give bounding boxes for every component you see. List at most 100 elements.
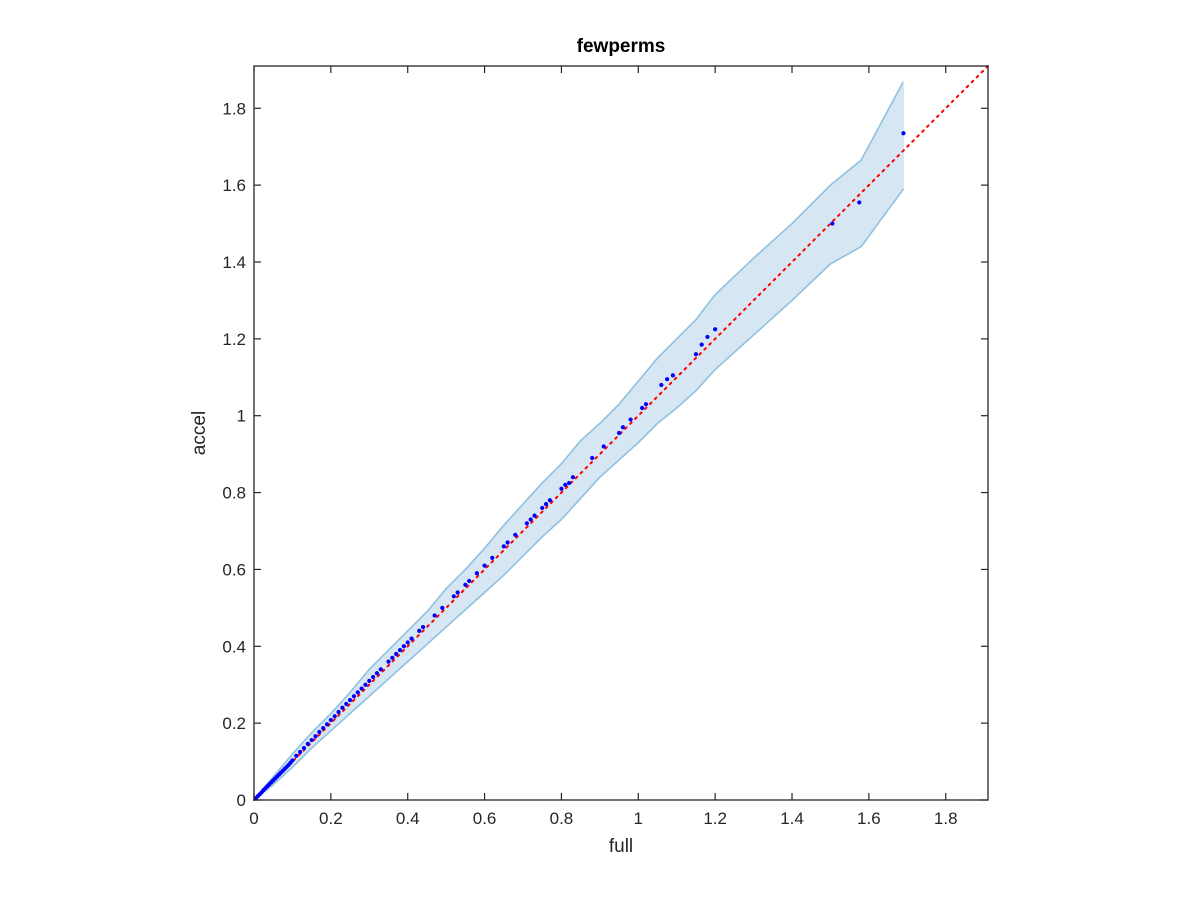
data-point — [482, 563, 487, 568]
data-point — [313, 734, 318, 739]
x-axis: 0 0.2 0.4 0.6 0.8 1 1.2 1.4 1.6 1.8 — [249, 66, 958, 828]
data-point — [417, 628, 422, 634]
data-point — [463, 582, 468, 587]
data-point — [328, 717, 333, 723]
data-point — [670, 373, 675, 378]
data-point — [432, 613, 437, 618]
data-point — [474, 571, 479, 576]
data-point — [601, 444, 606, 449]
data-point — [490, 555, 495, 561]
data-point — [528, 517, 533, 522]
data-point — [501, 544, 506, 549]
y-tick-label: 1 — [237, 407, 246, 426]
data-point — [420, 624, 426, 630]
data-point — [359, 686, 364, 691]
data-point — [505, 540, 510, 545]
band-upper-edge — [253, 80, 905, 801]
data-point — [363, 682, 368, 687]
data-point — [332, 714, 337, 719]
data-point — [367, 678, 372, 683]
data-point — [451, 594, 456, 599]
y-tick-label: 1.4 — [222, 253, 246, 272]
data-point — [547, 498, 553, 503]
data-point — [371, 674, 376, 680]
data-point — [455, 590, 460, 595]
band-lower-edge — [253, 188, 905, 801]
data-point — [305, 741, 310, 746]
data-point — [317, 729, 322, 735]
data-point — [620, 425, 626, 430]
data-point — [397, 648, 403, 653]
data-point — [340, 705, 345, 710]
data-point — [347, 697, 353, 703]
data-point — [394, 651, 399, 657]
y-tick-label: 0.2 — [222, 714, 246, 733]
data-point — [405, 640, 410, 645]
data-point — [351, 694, 357, 699]
y-tick-label: 1.2 — [222, 330, 246, 349]
x-tick-label: 0.8 — [550, 809, 574, 828]
x-axis-label: full — [609, 836, 633, 857]
data-point — [563, 482, 568, 487]
data-point — [386, 659, 391, 664]
y-tick-label: 0.8 — [222, 484, 246, 503]
data-point — [294, 753, 299, 758]
data-point — [543, 501, 549, 507]
x-tick-label: 1.4 — [780, 809, 804, 828]
data-point — [567, 480, 572, 486]
data-point — [298, 749, 303, 755]
data-point — [713, 327, 718, 332]
data-point — [616, 430, 622, 436]
band-fill — [254, 81, 904, 801]
data-point — [390, 655, 395, 660]
x-tick-label: 0.4 — [396, 809, 420, 828]
data-point — [532, 513, 537, 518]
plot-area: 0 0.2 0.4 0.6 0.8 1 1.2 1.4 1.6 1.8 0 0.2 0.4 0.6 0.8… — [222, 65, 989, 828]
data-point — [374, 671, 380, 676]
data-point — [378, 667, 383, 672]
data-point — [301, 746, 307, 751]
data-point — [590, 455, 595, 461]
data-point — [857, 200, 862, 205]
data-point — [540, 505, 545, 511]
data-point — [336, 709, 341, 715]
data-point — [321, 726, 326, 731]
data-point — [901, 131, 906, 136]
y-tick-label: 0.6 — [222, 560, 246, 579]
x-tick-label: 0.2 — [319, 809, 343, 828]
data-point — [693, 352, 699, 357]
y-tick-label: 1.6 — [222, 176, 246, 195]
data-point — [309, 737, 314, 743]
data-point — [524, 521, 529, 526]
data-point — [643, 402, 649, 407]
data-point — [628, 417, 633, 422]
data-point — [830, 221, 835, 226]
y-axis-label: accel — [189, 411, 210, 455]
data-point — [665, 377, 670, 382]
y-axis: 0 0.2 0.4 0.6 0.8 1 1.2 1.4 1.6 1.8 — [222, 99, 988, 810]
x-tick-label: 1 — [634, 809, 643, 828]
x-tick-label: 0 — [249, 809, 258, 828]
data-point — [409, 636, 414, 641]
data-point — [401, 644, 406, 649]
data-points — [253, 131, 906, 801]
y-tick-label: 0 — [237, 791, 246, 810]
y-tick-label: 0.4 — [222, 637, 246, 656]
data-point — [570, 475, 576, 480]
data-point — [440, 605, 445, 610]
data-point — [699, 342, 704, 347]
axes-box — [253, 65, 989, 801]
y-tick-label: 1.8 — [222, 99, 246, 118]
x-tick-label: 0.6 — [473, 809, 497, 828]
x-tick-label: 1.8 — [934, 809, 958, 828]
data-point — [559, 486, 564, 491]
x-tick-label: 1.6 — [857, 809, 881, 828]
data-point — [705, 334, 710, 340]
data-point — [467, 578, 472, 584]
data-point — [344, 701, 349, 707]
data-point — [513, 532, 518, 537]
data-point — [324, 722, 330, 727]
data-point — [290, 758, 295, 763]
data-point — [640, 405, 645, 411]
data-point — [355, 690, 360, 695]
